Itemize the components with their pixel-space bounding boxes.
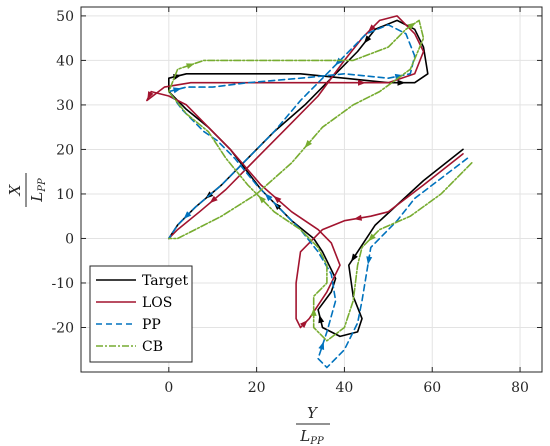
- y-tick-label: -10: [51, 276, 74, 292]
- y-tick-label: 10: [56, 187, 74, 203]
- direction-arrow-cb: [367, 233, 376, 242]
- direction-arrow-los: [273, 195, 282, 204]
- y-tick-label: 30: [56, 98, 74, 114]
- y-tick-label: 0: [65, 231, 74, 247]
- svg-text:LPP: LPP: [28, 178, 48, 203]
- y-axis-label-denominator: L: [28, 192, 46, 203]
- direction-arrow-los: [353, 214, 363, 221]
- x-tick-label: 60: [423, 380, 441, 396]
- direction-arrow-target: [397, 79, 406, 86]
- ticks: 0 20 40 60 80 -20 -10 0 10 20 30 40 50: [51, 7, 542, 396]
- y-tick-label: -20: [51, 320, 74, 336]
- x-axis-label-numerator: Y: [307, 404, 319, 422]
- series-line-pp: [168, 23, 469, 369]
- direction-arrow-pp: [318, 341, 325, 351]
- legend-label-cb: CB: [142, 339, 163, 355]
- direction-arrow-los: [209, 195, 218, 204]
- y-axis-label: X LPP: [6, 173, 48, 207]
- direction-arrow-pp: [183, 211, 192, 220]
- legend-label-los: LOS: [142, 295, 172, 311]
- direction-arrow-cb: [407, 22, 416, 30]
- direction-arrow-pp: [172, 87, 182, 94]
- direction-arrow-cb: [258, 195, 266, 204]
- direction-arrow-target: [363, 35, 372, 44]
- x-tick-label: 80: [511, 380, 529, 396]
- x-axis-label-subscript: PP: [309, 436, 324, 446]
- direction-arrow-los: [358, 79, 366, 86]
- series-layer: [146, 15, 473, 369]
- direction-arrow-pp: [366, 256, 373, 265]
- series-group: [146, 15, 473, 369]
- direction-arrow-target: [351, 253, 358, 262]
- y-tick-label: 20: [56, 142, 74, 158]
- direction-arrow-los: [367, 24, 376, 33]
- series-line-cb: [168, 19, 473, 342]
- legend-label-target: Target: [142, 273, 189, 289]
- x-axis-label-denominator: L: [299, 427, 310, 445]
- direction-arrow-los: [299, 320, 308, 328]
- y-axis-label-numerator: X: [6, 183, 24, 196]
- x-tick-label: 40: [336, 380, 354, 396]
- plot-frame: [80, 6, 543, 373]
- x-tick-label: 0: [164, 380, 173, 396]
- x-tick-label: 20: [248, 380, 266, 396]
- y-tick-label: 50: [56, 9, 74, 25]
- series-line-los: [146, 15, 464, 329]
- series-line-target: [168, 19, 464, 338]
- y-tick-label: 40: [56, 53, 74, 69]
- legend: Target LOS PP CB: [89, 265, 193, 363]
- direction-arrow-cb: [304, 140, 312, 149]
- legend-label-pp: PP: [142, 317, 161, 333]
- direction-arrow-target: [318, 314, 325, 324]
- direction-arrow-los: [147, 91, 154, 100]
- direction-arrow-cb: [186, 63, 195, 70]
- direction-arrow-pp: [334, 57, 343, 66]
- svg-text:LPP: LPP: [299, 427, 324, 446]
- direction-arrow-cb: [310, 307, 317, 316]
- x-axis-label: Y LPP: [296, 404, 330, 446]
- y-axis-label-subscript: PP: [37, 178, 48, 193]
- direction-arrow-pp: [264, 193, 273, 202]
